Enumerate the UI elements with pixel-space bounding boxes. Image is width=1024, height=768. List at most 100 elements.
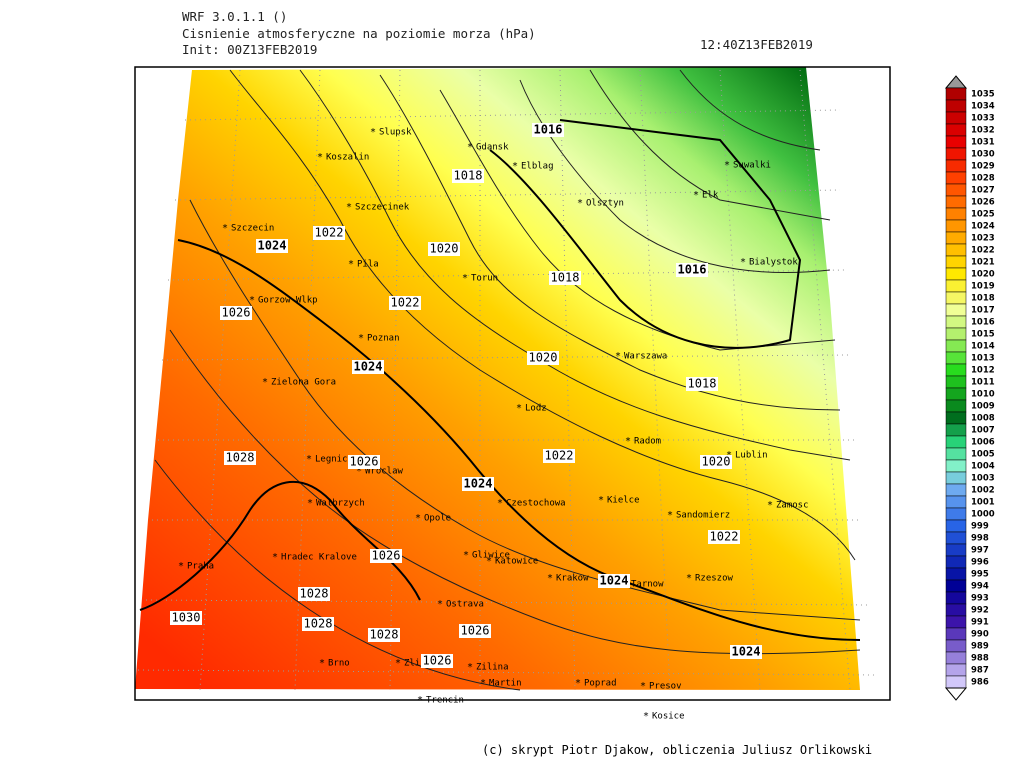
colorbar-label: 1014: [971, 342, 995, 352]
city-marker: *: [497, 498, 503, 509]
contour-label-bg: [549, 271, 581, 285]
city-marker: *: [575, 678, 581, 689]
colorbar-cell: [945, 507, 967, 521]
colorbar-cell: [945, 543, 967, 557]
city-name: Elk: [702, 191, 719, 201]
city-marker: *: [667, 510, 673, 521]
city-marker: *: [307, 498, 313, 509]
city-name: Warszawa: [624, 352, 667, 362]
colorbar: 1035 1034 1033 1032 1031 1030 1029 1028 1027 1026…: [944, 75, 995, 701]
city-marker: *: [348, 259, 354, 270]
colorbar-cell: [945, 555, 967, 569]
colorbar-cell: [945, 195, 967, 209]
city-marker: *: [272, 552, 278, 563]
city-name: Krakow: [556, 574, 589, 584]
city-name: Zamosc: [776, 501, 809, 511]
colorbar-label: 995: [971, 570, 989, 580]
contour-label-bg: [370, 549, 402, 563]
colorbar-label: 1035: [971, 90, 995, 100]
city-marker: *: [417, 695, 423, 706]
city-marker: *: [547, 573, 553, 584]
contour-label-bg: [730, 645, 762, 659]
colorbar-label: 1021: [971, 258, 995, 268]
contour-label: 1028: [300, 587, 329, 601]
city-marker: *: [625, 436, 631, 447]
contour-label-bg: [527, 351, 559, 365]
city-marker: *: [640, 681, 646, 692]
colorbar-label: 1033: [971, 114, 995, 124]
city-name: Torun: [471, 274, 498, 284]
contour-label-bg: [462, 477, 494, 491]
colorbar-cell: [945, 411, 967, 425]
colorbar-label: 1015: [971, 330, 995, 340]
contour-label: 1022: [391, 296, 420, 310]
city-marker: *: [467, 662, 473, 673]
contour-label-bg: [421, 654, 453, 668]
city-marker: *: [615, 351, 621, 362]
colorbar-cell: [945, 99, 967, 113]
contour-label-bg: [348, 455, 380, 469]
contour-label-bg: [368, 628, 400, 642]
city-marker: *: [437, 599, 443, 610]
contour-label-bg: [170, 611, 202, 625]
colorbar-cell: [945, 135, 967, 149]
colorbar-cell: [945, 615, 967, 629]
colorbar-cell: [945, 495, 967, 509]
colorbar-label: 1013: [971, 354, 995, 364]
colorbar-cell: [945, 447, 967, 461]
model-name: WRF 3.0.1.1 (): [182, 9, 287, 24]
contour-label: 1022: [315, 226, 344, 240]
colorbar-label: 999: [971, 522, 989, 532]
colorbar-label: 1029: [971, 162, 995, 172]
colorbar-label: 1019: [971, 282, 995, 292]
contour-label: 1024: [732, 645, 761, 659]
city-marker: *: [467, 142, 473, 153]
colorbar-cell: [945, 423, 967, 437]
contour-label-bg: [389, 296, 421, 310]
valid-time: 12:40Z13FEB2019: [700, 37, 813, 52]
colorbar-label: 1032: [971, 126, 995, 136]
colorbar-cell: [945, 627, 967, 641]
city-name: Czestochowa: [506, 499, 566, 509]
colorbar-label: 1026: [971, 198, 995, 208]
colorbar-cell: [945, 579, 967, 593]
city-marker: *: [346, 202, 352, 213]
colorbar-cell: [945, 231, 967, 245]
contour-label: 1028: [304, 617, 333, 631]
city-name: Brno: [328, 659, 350, 669]
colorbar-cell: [945, 375, 967, 389]
city-marker: *: [598, 495, 604, 506]
contour-label-bg: [452, 169, 484, 183]
colorbar-cell: [945, 531, 967, 545]
colorbar-label: 1024: [971, 222, 995, 232]
colorbar-label: 1030: [971, 150, 995, 160]
contour-label-bg: [532, 123, 564, 137]
city-name: Slupsk: [379, 128, 412, 138]
contour-label: 1022: [545, 449, 574, 463]
city-marker: *: [249, 295, 255, 306]
city-marker: *: [306, 454, 312, 465]
colorbar-label: 1022: [971, 246, 995, 256]
colorbar-label: 1028: [971, 174, 995, 184]
colorbar-label: 993: [971, 594, 989, 604]
colorbar-cell: [945, 243, 967, 257]
colorbar-label: 1002: [971, 486, 995, 496]
contour-label: 1016: [678, 263, 707, 277]
colorbar-label: 988: [971, 654, 989, 664]
contour-label-bg: [708, 530, 740, 544]
city-marker: *: [643, 711, 649, 722]
city-name: Legnica: [315, 455, 353, 465]
city-name: Kielce: [607, 496, 640, 506]
colorbar-cell: [945, 639, 967, 653]
colorbar-cell: [945, 483, 967, 497]
city-name: Trencin: [426, 696, 464, 706]
city-name: Sandomierz: [676, 511, 730, 521]
colorbar-label: 1017: [971, 306, 995, 316]
colorbar-cell: [945, 387, 967, 401]
colorbar-cell: [945, 159, 967, 173]
contour-label: 1018: [688, 377, 717, 391]
colorbar-cell: [945, 651, 967, 665]
contour-label: 1024: [354, 360, 383, 374]
colorbar-cell: [945, 87, 967, 101]
colorbar-label: 992: [971, 606, 989, 616]
